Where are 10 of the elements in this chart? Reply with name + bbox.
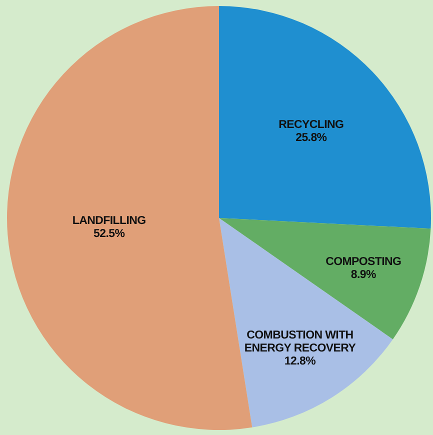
- data-label: 8.9%: [350, 268, 376, 281]
- slice-label: RECYCLING: [278, 118, 344, 131]
- pie-slice: [219, 6, 431, 229]
- data-label: 12.8%: [284, 355, 316, 368]
- data-label: 25.8%: [296, 132, 327, 144]
- slice-label: COMPOSTING: [326, 256, 402, 268]
- data-label: 52.5%: [94, 228, 125, 240]
- pie-slice: [219, 218, 431, 340]
- slice-label: COMBUSTION WITH ENERGY RECOVERY: [244, 329, 356, 354]
- slice-label: LANDFILLING: [72, 215, 146, 228]
